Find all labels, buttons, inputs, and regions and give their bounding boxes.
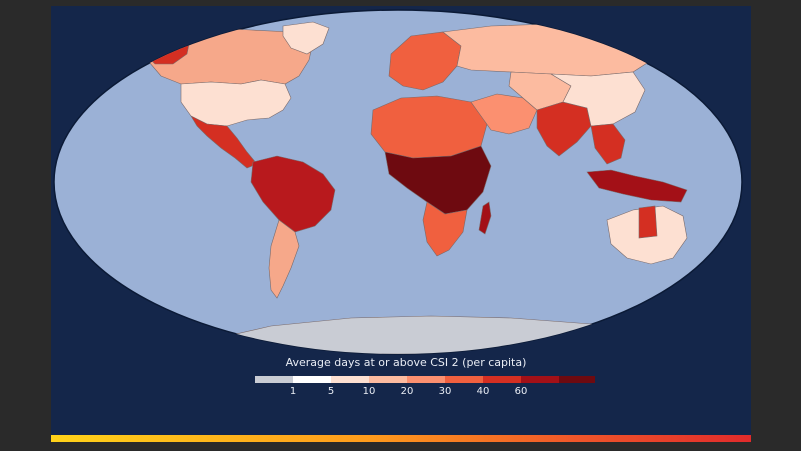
region-greenland (282, 21, 330, 55)
region-northern-territory (638, 205, 658, 239)
region-russia (442, 23, 656, 77)
region-southeast-asia (590, 123, 626, 165)
legend-tick-label: 20 (400, 386, 414, 397)
region-middle-east (470, 93, 538, 135)
accent-gradient-bar (51, 435, 751, 442)
region-north-africa (370, 95, 488, 159)
region-mexico-central-america (190, 115, 258, 169)
region-central-africa (384, 145, 492, 215)
legend-ticks: 1 5 10 20 30 40 60 (255, 386, 575, 402)
legend-swatch (369, 376, 407, 383)
legend-swatch (483, 376, 521, 383)
legend-tick-label: 1 (289, 386, 297, 397)
legend-tick-label: 10 (362, 386, 376, 397)
legend-swatch (407, 376, 445, 383)
region-indonesia-new-guinea (586, 169, 688, 203)
world-map (53, 9, 743, 355)
legend-swatch (255, 376, 293, 383)
legend-title: Average days at or above CSI 2 (per capi… (285, 356, 527, 369)
legend-swatch (559, 376, 595, 383)
legend-color-bar (255, 376, 595, 383)
legend-tick-label: 5 (327, 386, 335, 397)
legend-swatch (331, 376, 369, 383)
legend-swatch (445, 376, 483, 383)
map-frame: Average days at or above CSI 2 (per capi… (51, 6, 751, 442)
region-madagascar (478, 201, 492, 235)
legend-tick-label: 30 (438, 386, 452, 397)
region-europe (388, 31, 462, 91)
legend-tick-label: 60 (514, 386, 528, 397)
region-southern-south-america (268, 219, 300, 299)
legend-swatch (293, 376, 331, 383)
legend-swatch (521, 376, 559, 383)
region-southern-africa (422, 201, 468, 257)
region-northern-south-america (250, 155, 336, 233)
legend-tick-label: 40 (476, 386, 490, 397)
